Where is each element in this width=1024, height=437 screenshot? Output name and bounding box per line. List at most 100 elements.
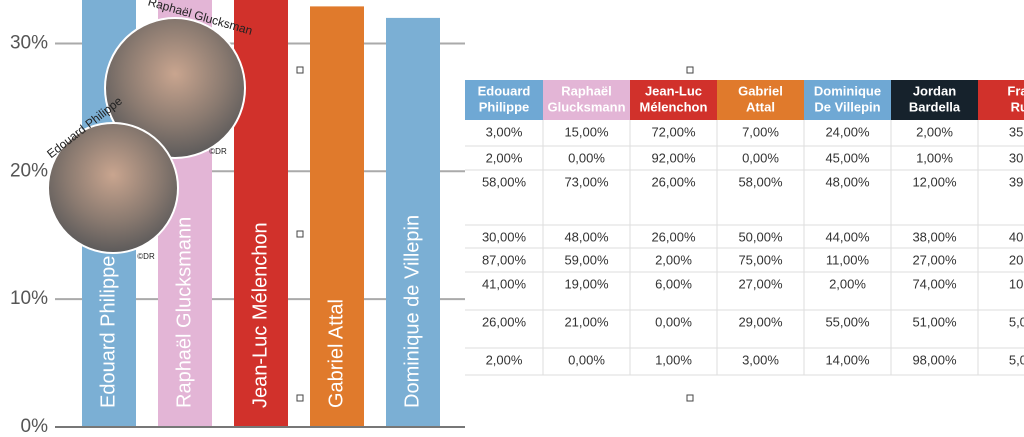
cell: 87,00% bbox=[482, 252, 527, 267]
handle bbox=[686, 66, 694, 74]
cell: 26,00% bbox=[651, 229, 696, 244]
annotation: ©DR bbox=[137, 252, 155, 261]
header-text: Raphaël bbox=[561, 83, 612, 98]
cell: 2,00% bbox=[486, 150, 523, 165]
cell: 98,00% bbox=[912, 352, 957, 367]
cell: 58,00% bbox=[482, 174, 527, 189]
cell: 5,00 bbox=[1009, 314, 1024, 329]
cell: 15,00% bbox=[564, 124, 609, 139]
cell: 2,00% bbox=[486, 352, 523, 367]
y-tick-label: 30% bbox=[10, 32, 48, 53]
header-cell bbox=[543, 80, 630, 120]
header-text: Bardella bbox=[909, 99, 961, 114]
cell: 6,00% bbox=[655, 276, 692, 291]
cell: 40,0 bbox=[1009, 229, 1024, 244]
header-text: Attal bbox=[746, 99, 775, 114]
cell: 35,0 bbox=[1009, 124, 1024, 139]
header-cell bbox=[891, 80, 978, 120]
y-tick-label: 10% bbox=[10, 288, 48, 309]
bar bbox=[386, 17, 440, 428]
annotation: ©DR bbox=[209, 147, 227, 156]
selection-handles bbox=[296, 66, 694, 402]
cell: 72,00% bbox=[651, 124, 696, 139]
cell: 48,00% bbox=[564, 229, 609, 244]
header-cell bbox=[717, 80, 804, 120]
y-tick-label: 0% bbox=[21, 416, 49, 437]
header-cell bbox=[978, 80, 1024, 120]
cell: 58,00% bbox=[738, 174, 783, 189]
header-text: Jean-Luc bbox=[645, 83, 702, 98]
cell: 19,00% bbox=[564, 276, 609, 291]
handle bbox=[296, 66, 304, 74]
cell: 10,0 bbox=[1009, 276, 1024, 291]
cell: 0,00% bbox=[655, 314, 692, 329]
bar-label: Edouard Philippe bbox=[97, 256, 119, 408]
cell: 30,00% bbox=[482, 229, 527, 244]
bar-label: Jean-Luc Mélenchon bbox=[249, 222, 271, 408]
cell: 0,00% bbox=[568, 150, 605, 165]
cell: 3,00% bbox=[486, 124, 523, 139]
header-text: Edouard bbox=[478, 83, 531, 98]
cell: 45,00% bbox=[825, 150, 870, 165]
cell: 48,00% bbox=[825, 174, 870, 189]
bar-label: Raphaël Glucksmann bbox=[173, 217, 195, 408]
cell: 20,0 bbox=[1009, 252, 1024, 267]
cell: 2,00% bbox=[829, 276, 866, 291]
handle bbox=[296, 230, 304, 238]
cell: 44,00% bbox=[825, 229, 870, 244]
bar bbox=[310, 6, 364, 428]
bar-label: Gabriel Attal bbox=[325, 299, 347, 408]
handle bbox=[296, 394, 304, 402]
photo bbox=[104, 17, 246, 159]
cell: 0,00% bbox=[742, 150, 779, 165]
cell: 21,00% bbox=[564, 314, 609, 329]
cell: 1,00% bbox=[655, 352, 692, 367]
cell: 0,00% bbox=[568, 352, 605, 367]
cell: 5,00 bbox=[1009, 352, 1024, 367]
cell: 74,00% bbox=[912, 276, 957, 291]
cell: 24,00% bbox=[825, 124, 870, 139]
cell: 14,00% bbox=[825, 352, 870, 367]
header-text: Glucksmann bbox=[547, 99, 625, 114]
cell: 50,00% bbox=[738, 229, 783, 244]
cell: 51,00% bbox=[912, 314, 957, 329]
cell: 59,00% bbox=[564, 252, 609, 267]
header-text: Ruf bbox=[1011, 99, 1024, 114]
cell: 73,00% bbox=[564, 174, 609, 189]
cell: 55,00% bbox=[825, 314, 870, 329]
header-text: Dominique bbox=[814, 83, 881, 98]
cell: 38,00% bbox=[912, 229, 957, 244]
handle bbox=[686, 394, 694, 402]
header-cell bbox=[465, 80, 543, 120]
header-text: Mélenchon bbox=[640, 99, 708, 114]
photos bbox=[47, 17, 246, 254]
cell: 30,0 bbox=[1009, 150, 1024, 165]
header-cell bbox=[804, 80, 891, 120]
cell: 2,00% bbox=[916, 124, 953, 139]
header-text: Gabriel bbox=[738, 83, 783, 98]
header-cell bbox=[630, 80, 717, 120]
cell: 92,00% bbox=[651, 150, 696, 165]
cell: 1,00% bbox=[916, 150, 953, 165]
header-text: Fran bbox=[1007, 83, 1024, 98]
header-text: De Villepin bbox=[814, 99, 880, 114]
y-tick-label: 20% bbox=[10, 160, 48, 181]
cell: 3,00% bbox=[742, 352, 779, 367]
cell: 7,00% bbox=[742, 124, 779, 139]
cell: 75,00% bbox=[738, 252, 783, 267]
cell: 39,0 bbox=[1009, 174, 1024, 189]
cell: 29,00% bbox=[738, 314, 783, 329]
cell: 27,00% bbox=[738, 276, 783, 291]
cell: 26,00% bbox=[651, 174, 696, 189]
cell: 11,00% bbox=[826, 252, 870, 267]
cell: 41,00% bbox=[482, 276, 527, 291]
photo bbox=[47, 122, 179, 254]
bar-label: Dominique de Villepin bbox=[401, 215, 423, 408]
cell: 12,00% bbox=[912, 174, 957, 189]
cell: 27,00% bbox=[912, 252, 957, 267]
header-text: Jordan bbox=[913, 83, 956, 98]
cell: 2,00% bbox=[655, 252, 692, 267]
header-text: Philippe bbox=[479, 99, 530, 114]
